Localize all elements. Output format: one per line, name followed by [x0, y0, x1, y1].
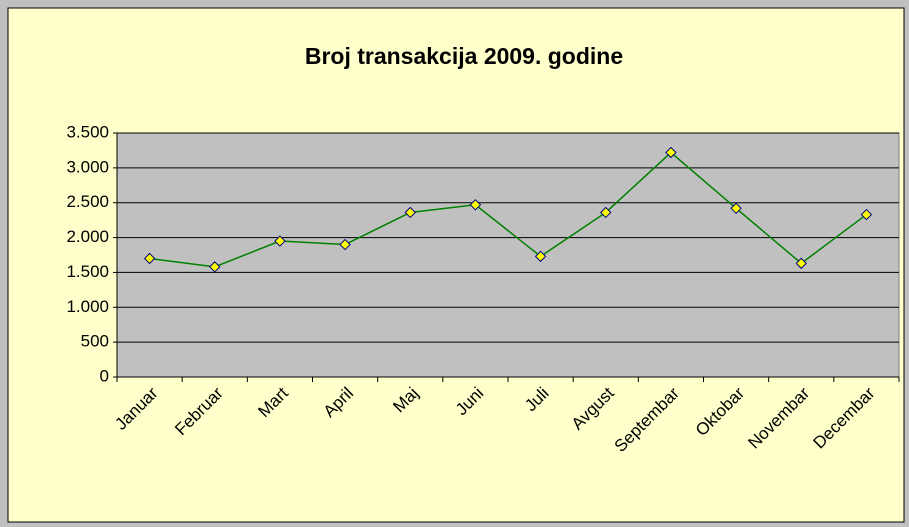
- data-point: [469, 199, 482, 211]
- data-point: [534, 250, 547, 263]
- chart-title: Broj transakcija 2009. godine: [305, 43, 623, 69]
- y-tick-label: 500: [81, 332, 109, 351]
- data-point: [665, 146, 677, 159]
- y-tick-label: 2.500: [66, 192, 109, 211]
- data-point: [860, 208, 873, 221]
- data-point: [209, 261, 221, 273]
- y-tick-label: 2.000: [66, 227, 109, 246]
- data-point: [339, 238, 351, 251]
- data-point: [274, 235, 286, 247]
- plot-area: [116, 132, 900, 378]
- data-line: [149, 151, 867, 268]
- y-tick-label: 3.500: [66, 122, 109, 141]
- data-point: [143, 252, 156, 265]
- y-tick-label: 0: [100, 366, 109, 385]
- y-tick-label: 1.000: [66, 297, 109, 316]
- y-tick-label: 1.500: [66, 262, 109, 281]
- data-point: [730, 202, 742, 214]
- y-tick-label: 3.000: [66, 157, 109, 176]
- data-point: [600, 206, 612, 219]
- data-point: [795, 257, 807, 270]
- data-point: [404, 206, 416, 219]
